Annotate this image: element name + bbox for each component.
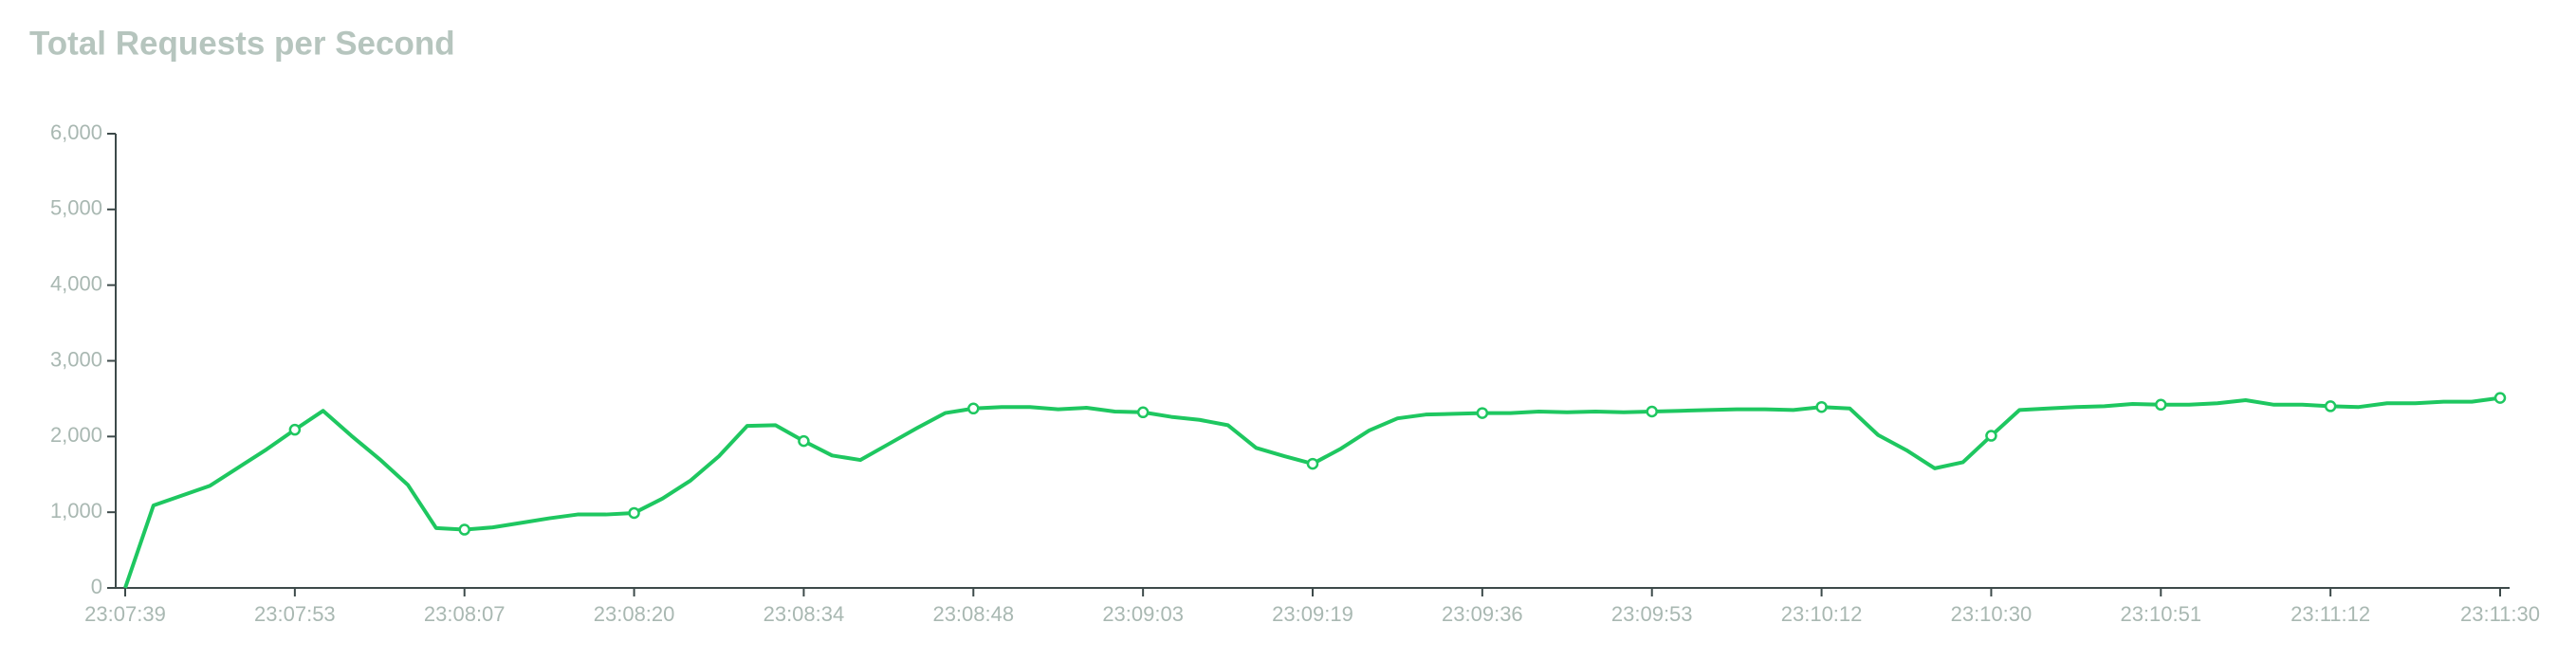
point (2155, 398, 2167, 412)
y-tick-label: 0 (91, 575, 102, 598)
point (1815, 400, 1828, 413)
x-tick-label: 23:07:39 (84, 602, 166, 626)
y-tick-label: 2,000 (50, 423, 102, 447)
point (288, 423, 302, 436)
y-tick-label: 4,000 (50, 271, 102, 295)
x-tick-label: 23:08:48 (932, 602, 1014, 626)
x-tick-label: 23:09:19 (1272, 602, 1353, 626)
point (1136, 406, 1150, 419)
point (1646, 405, 1658, 418)
x-tick-label: 23:08:34 (764, 602, 845, 626)
point (628, 506, 640, 520)
y-tick-label: 1,000 (50, 499, 102, 522)
point (1985, 430, 1997, 442)
point (1306, 457, 1319, 470)
point (1476, 407, 1489, 419)
point (2493, 392, 2507, 404)
point (2324, 400, 2337, 412)
y-tick-label: 5,000 (50, 196, 102, 220)
point (458, 523, 470, 536)
x-tick-label: 23:08:07 (424, 602, 506, 626)
x-tick-label: 23:09:53 (1611, 602, 1693, 626)
line (123, 395, 2501, 589)
x-tick-label: 23:09:36 (1442, 602, 1523, 626)
x-tick-label: 23:08:20 (594, 602, 675, 626)
point (798, 434, 810, 448)
y-tick-label: 6,000 (50, 120, 102, 144)
x-tick-label: 23:09:03 (1102, 602, 1184, 626)
y-tick-label: 3,000 (50, 347, 102, 371)
chart-title: Total Requests per Second (29, 25, 455, 62)
point (967, 402, 980, 415)
x-tick-label: 23:07:53 (254, 602, 336, 626)
x-tick-label: 23:10:51 (2120, 602, 2201, 626)
x-tick-label: 23:10:30 (1951, 602, 2033, 626)
x-tick-label: 23:11:12 (2291, 602, 2370, 626)
x-tick-label: 23:10:12 (1781, 602, 1863, 626)
x-tick-label: 23:11:30 (2460, 602, 2540, 626)
